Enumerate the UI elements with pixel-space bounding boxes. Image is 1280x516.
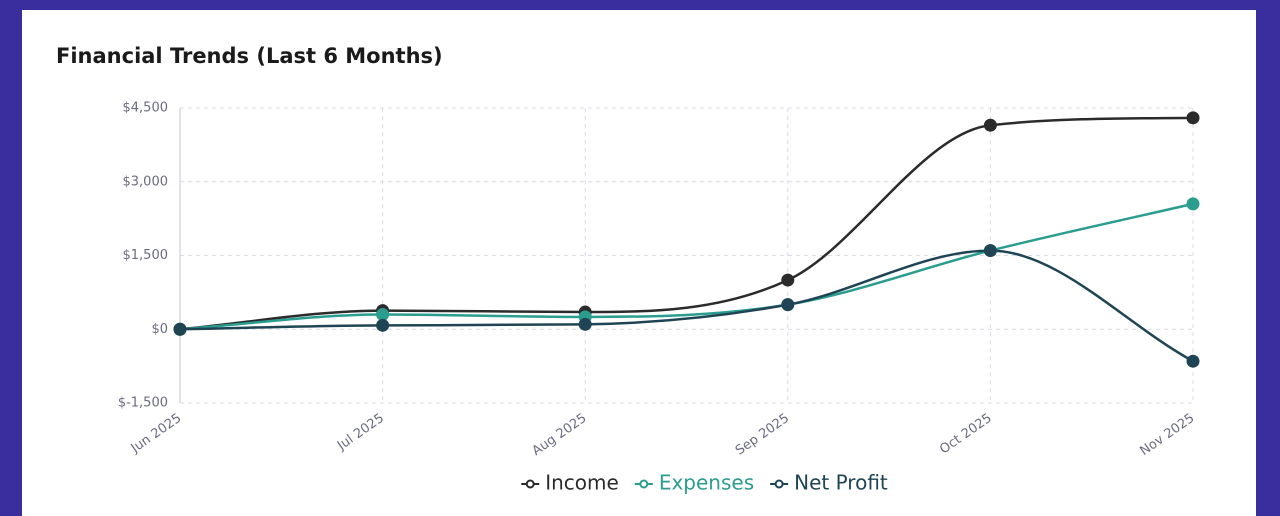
y-tick-label: $4,500 <box>123 101 169 116</box>
data-point <box>376 318 390 332</box>
data-point <box>983 244 997 258</box>
data-point <box>578 317 592 331</box>
data-point <box>1186 354 1200 368</box>
data-point <box>173 322 187 336</box>
y-tick-label: $3,000 <box>123 174 169 189</box>
legend-label: Income <box>545 471 619 495</box>
legend: Income Expenses Net Profit <box>521 471 888 495</box>
y-tick-label: $1,500 <box>123 248 169 263</box>
card <box>22 10 1256 516</box>
data-point <box>376 308 390 321</box>
series-line <box>179 249 1194 363</box>
y-tick-label: $-1,500 <box>118 396 168 411</box>
legend-swatch <box>525 479 535 489</box>
legend-swatch <box>639 479 649 489</box>
x-tick-label: Nov 2025 <box>1137 411 1197 459</box>
x-tick-label: Oct 2025 <box>937 411 995 458</box>
legend-label: Net Profit <box>794 471 888 495</box>
legend-label: Expenses <box>659 471 754 495</box>
data-point <box>1186 197 1200 211</box>
x-tick-label: Jul 2025 <box>334 411 387 454</box>
data-point <box>781 298 795 312</box>
y-tick-label: $0 <box>151 322 168 337</box>
x-tick-label: Jun 2025 <box>128 411 185 457</box>
data-point <box>781 273 795 287</box>
series-line <box>179 116 1194 331</box>
chart-title: Financial Trends (Last 6 Months) <box>56 44 443 68</box>
x-tick-label: Sep 2025 <box>733 411 792 459</box>
series-line <box>179 202 1194 331</box>
legend-swatch <box>774 479 784 489</box>
data-point <box>983 118 997 132</box>
x-tick-label: Aug 2025 <box>530 411 590 459</box>
data-point <box>1186 111 1200 125</box>
